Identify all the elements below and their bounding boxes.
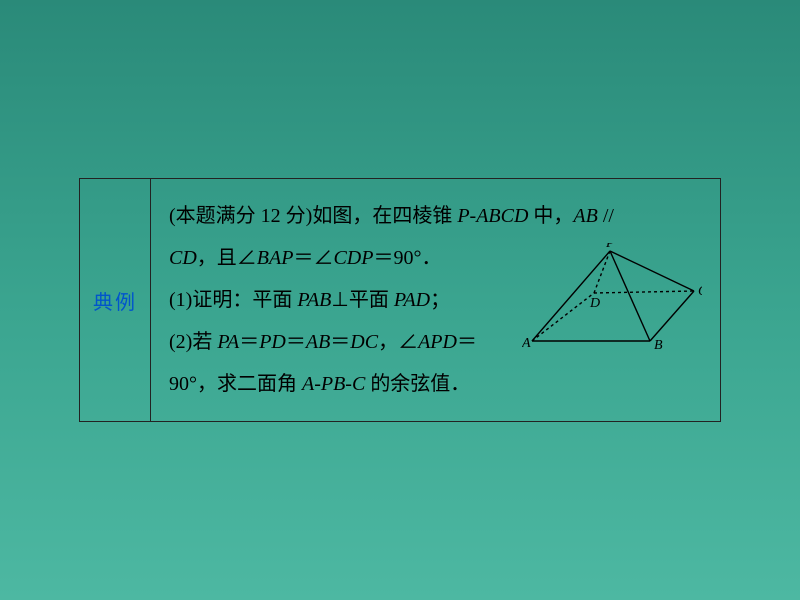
problem-table: 典例 (本题满分 12 分)如图，在四棱锥 P-ABCD 中，AB // CD，… <box>79 178 721 422</box>
example-label-cell: 典例 <box>80 179 151 421</box>
svg-text:P: P <box>605 243 615 251</box>
line1-end: // <box>598 205 614 227</box>
problem-text: (本题满分 12 分)如图，在四棱锥 P-ABCD 中，AB // CD，且∠B… <box>169 195 702 405</box>
line4-apd: APD <box>418 331 457 353</box>
line4-end: ＝ <box>457 331 477 353</box>
line4-mid: ，∠ <box>378 331 418 353</box>
figure-container: A B C D P <box>522 243 702 378</box>
svg-text:B: B <box>654 338 663 353</box>
pyramid-figure: A B C D P <box>522 243 702 363</box>
line3-end: ； <box>430 289 450 311</box>
line2-cd: CD <box>169 247 197 269</box>
line1-pre: (本题满分 12 分)如图，在四棱锥 <box>169 205 457 227</box>
line5-apbc: A-PB-C <box>302 373 365 395</box>
line4-eq1: ＝ <box>239 331 259 353</box>
line5-end: 的余弦值． <box>365 373 470 395</box>
svg-text:A: A <box>522 336 531 351</box>
line1-mid: 中， <box>528 205 573 227</box>
line2-bap: BAP <box>257 247 294 269</box>
line2-mid1: ，且∠ <box>197 247 257 269</box>
line2-eq: ＝∠ <box>293 247 333 269</box>
line4-ab: AB <box>306 331 330 353</box>
line3-pab: PAB <box>297 289 331 311</box>
line4-pd: PD <box>259 331 286 353</box>
line4-eq3: ＝ <box>330 331 350 353</box>
svg-text:D: D <box>589 296 600 311</box>
problem-cell: (本题满分 12 分)如图，在四棱锥 P-ABCD 中，AB // CD，且∠B… <box>151 179 720 421</box>
svg-text:C: C <box>698 284 702 299</box>
line4-eq2: ＝ <box>286 331 306 353</box>
line3-pre: (1)证明：平面 <box>169 289 297 311</box>
line1-ab: AB <box>573 205 597 227</box>
line5-pre: 90°，求二面角 <box>169 373 302 395</box>
line4-pre: (2)若 <box>169 331 217 353</box>
line1-pabcd: P-ABCD <box>457 205 528 227</box>
line4-pa: PA <box>217 331 239 353</box>
line3-mid: ⊥平面 <box>331 289 393 311</box>
example-label: 典例 <box>93 286 137 315</box>
line4-dc: DC <box>350 331 378 353</box>
line2-end: ＝90°． <box>373 247 441 269</box>
line3-pad: PAD <box>394 289 430 311</box>
line2-cdp: CDP <box>333 247 373 269</box>
